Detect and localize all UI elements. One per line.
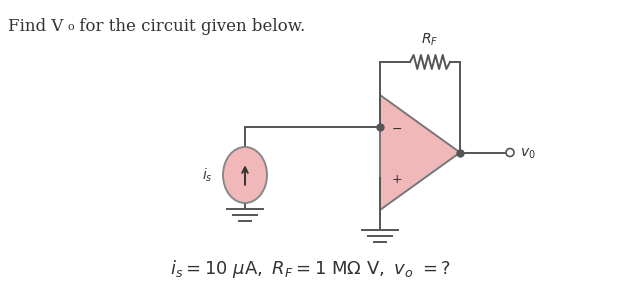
Text: −: − (392, 123, 402, 136)
Text: +: + (392, 173, 402, 186)
Text: Find V: Find V (8, 18, 63, 35)
Polygon shape (380, 95, 460, 210)
Ellipse shape (223, 147, 267, 203)
Text: $v_0$: $v_0$ (520, 146, 536, 161)
Text: o: o (67, 22, 74, 32)
Circle shape (506, 148, 514, 156)
Text: $i_s = 10\ \mu\mathrm{A},\ R_F = 1\ \mathrm{M\Omega}\ \mathrm{V},\ v_o\ =?$: $i_s = 10\ \mu\mathrm{A},\ R_F = 1\ \mat… (169, 258, 451, 280)
Text: for the circuit given below.: for the circuit given below. (74, 18, 305, 35)
Text: $i_s$: $i_s$ (202, 166, 213, 184)
Text: $R_F$: $R_F$ (422, 32, 439, 48)
